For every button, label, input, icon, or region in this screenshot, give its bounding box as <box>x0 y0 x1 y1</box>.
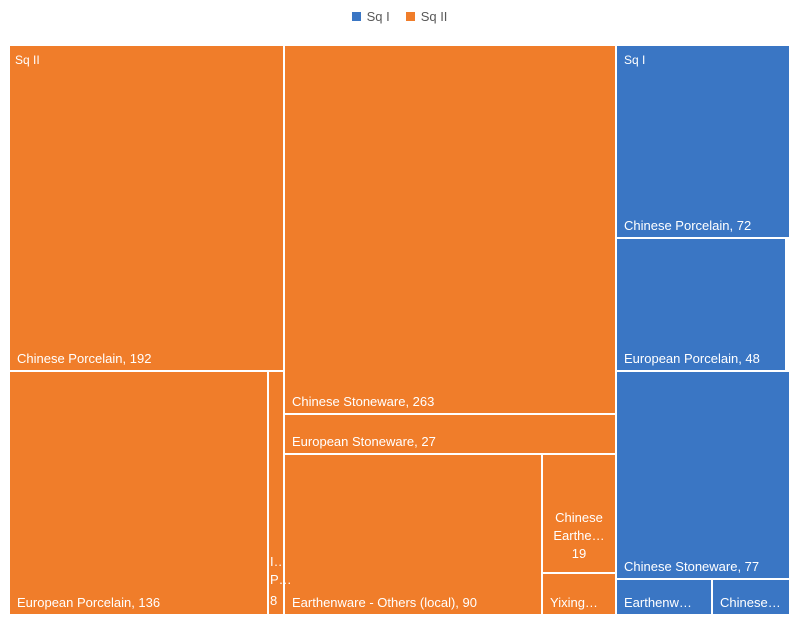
legend-swatch-sq-i <box>351 11 361 21</box>
treemap-cell[interactable] <box>615 578 713 616</box>
treemap-cell[interactable] <box>283 453 543 616</box>
treemap-cell[interactable] <box>8 44 285 372</box>
treemap-cell[interactable] <box>711 578 791 616</box>
treemap-cell[interactable] <box>615 44 791 239</box>
treemap-cell[interactable] <box>283 413 617 455</box>
treemap-cell-label: Chinese Stoneware, 77 <box>624 559 759 574</box>
treemap-cell-label: Earthenw… <box>624 595 692 610</box>
treemap-cell[interactable] <box>541 453 617 574</box>
treemap-cell[interactable] <box>8 370 269 616</box>
treemap-cell-label: P… <box>270 572 292 587</box>
treemap-cell-label: 8 <box>270 593 277 608</box>
treemap-cell[interactable] <box>541 572 617 616</box>
legend-label-sq-ii: Sq II <box>420 8 448 24</box>
treemap-cell-label: European Porcelain, 48 <box>624 351 760 366</box>
treemap-cell[interactable] <box>283 44 617 415</box>
treemap-cell-label: Chinese Earthe… 19 <box>553 510 604 561</box>
legend: Sq I Sq II <box>0 6 799 26</box>
legend-item-sq-ii[interactable]: Sq II <box>405 8 448 24</box>
treemap-cell-label: Chinese Porcelain, 72 <box>624 218 751 233</box>
group-label-sq-ii: Sq II <box>15 53 40 67</box>
treemap-cell-label: Chinese… <box>720 595 781 610</box>
treemap-cell-label: Chinese Porcelain, 192 <box>17 351 151 366</box>
treemap-cell-label: Earthenware - Others (local), 90 <box>292 595 477 610</box>
legend-label-sq-i: Sq I <box>366 8 390 24</box>
treemap-cell[interactable] <box>615 370 791 580</box>
treemap-cell-label: I… <box>270 554 287 569</box>
treemap-cell-label: Chinese Stoneware, 263 <box>292 394 434 409</box>
legend-swatch-sq-ii <box>405 11 415 21</box>
treemap-cell-label: European Stoneware, 27 <box>292 434 436 449</box>
treemap-cell-label: European Porcelain, 136 <box>17 595 160 610</box>
treemap-cell-label: Yixing… <box>550 595 598 610</box>
legend-item-sq-i[interactable]: Sq I <box>351 8 390 24</box>
group-label-sq-i: Sq I <box>624 53 645 67</box>
